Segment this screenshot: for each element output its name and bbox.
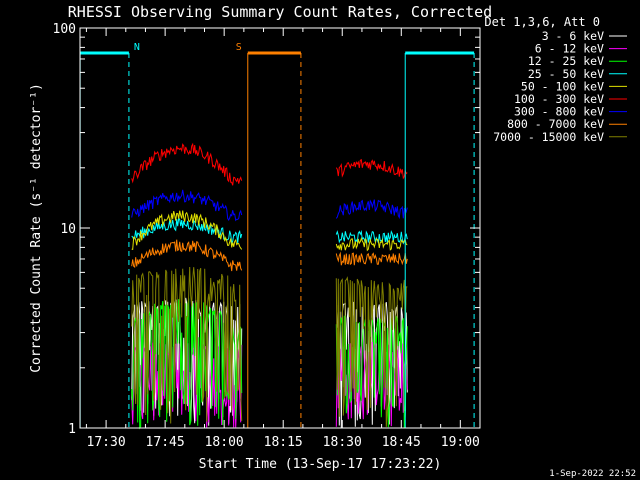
series-800-7000keV xyxy=(131,239,408,272)
series-300-800keV xyxy=(131,189,408,222)
trace-segment xyxy=(335,276,408,427)
legend-item: 6 - 12 keV xyxy=(535,42,627,56)
legend-label: 6 - 12 keV xyxy=(535,42,604,56)
legend-label: 100 - 300 keV xyxy=(514,92,604,106)
legend-label: 50 - 100 keV xyxy=(521,79,604,93)
x-axis: 17:30 17:45 18:00 18:15 18:30 18:45 19:00 xyxy=(85,28,480,450)
x-tick-label: 18:15 xyxy=(264,435,303,450)
legend-label: 25 - 50 keV xyxy=(528,67,604,81)
trace-segment xyxy=(131,266,243,424)
marker-S-1: S xyxy=(236,42,302,428)
series-7000-15000keV xyxy=(131,266,408,427)
x-tick-label: 18:45 xyxy=(382,435,421,450)
legend-title: Det 1,3,6, Att 0 xyxy=(484,15,600,29)
trace-segment xyxy=(335,229,408,245)
trace-segment xyxy=(335,237,408,252)
x-tick-label: 17:45 xyxy=(146,435,185,450)
trace-segment xyxy=(335,199,408,220)
legend-item: 300 - 800 keV xyxy=(514,105,627,119)
x-tick-label: 17:30 xyxy=(87,435,126,450)
trace-segment xyxy=(131,239,243,272)
legend-item: 3 - 6 keV xyxy=(542,29,627,43)
legend-item: 7000 - 15000 keV xyxy=(493,130,627,144)
legend-label: 7000 - 15000 keV xyxy=(493,130,604,144)
y-tick-label: 100 xyxy=(53,22,76,37)
chart-title: RHESSI Observing Summary Count Rates, Co… xyxy=(68,3,492,21)
trace-segment xyxy=(335,251,408,266)
trace-segment xyxy=(131,189,243,222)
legend-label: 300 - 800 keV xyxy=(514,105,604,119)
trace-segment xyxy=(131,298,243,430)
marker-unlabeled-2 xyxy=(404,51,475,428)
trace-segment xyxy=(335,158,408,180)
y-tick-label: 1 xyxy=(68,422,76,437)
footer-timestamp: 1-Sep-2022 22:52 xyxy=(549,469,636,479)
y-axis-label: Corrected Count Rate (s⁻¹ detector⁻¹) xyxy=(29,83,44,373)
trace-segment xyxy=(131,142,243,186)
legend-label: 12 - 25 keV xyxy=(528,54,604,68)
series-100-300keV xyxy=(131,142,408,186)
x-axis-label: Start Time (13-Sep-17 17:23:22) xyxy=(199,457,442,472)
legend-item: 50 - 100 keV xyxy=(521,79,627,93)
axes: 1 10 100 17:30 17:45 18:00 18:15 18:30 18:45 19:0… xyxy=(53,22,480,450)
marker-label: S xyxy=(236,42,242,53)
legend-item: 100 - 300 keV xyxy=(514,92,627,106)
marker-label: N xyxy=(134,42,140,53)
x-tick-label: 18:00 xyxy=(205,435,244,450)
legend-label: 800 - 7000 keV xyxy=(507,117,604,131)
legend-item: 25 - 50 keV xyxy=(528,67,627,81)
legend-label: 3 - 6 keV xyxy=(542,29,604,43)
legend-item: 12 - 25 keV xyxy=(528,54,627,68)
x-tick-label: 18:30 xyxy=(323,435,362,450)
series-50-100keV xyxy=(131,210,408,252)
trace-segment xyxy=(335,341,408,427)
trace-segment xyxy=(131,210,243,251)
legend-item: 800 - 7000 keV xyxy=(507,117,627,131)
x-tick-label: 19:00 xyxy=(441,435,480,450)
y-axis: 1 10 100 xyxy=(53,22,480,437)
plot-area xyxy=(131,142,408,430)
y-tick-label: 10 xyxy=(60,222,76,237)
